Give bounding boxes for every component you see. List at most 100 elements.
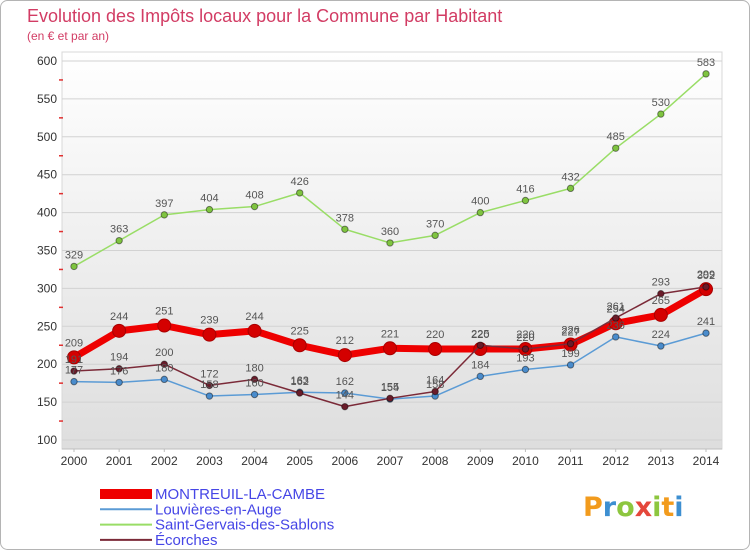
data-label-montreuil-la-cambe: 244 <box>110 311 128 323</box>
data-label-louvieres-en-auge: 163 <box>291 375 309 387</box>
data-label-louvieres-en-auge: 241 <box>697 316 715 328</box>
point-ecorches-2001 <box>115 365 123 373</box>
point-montreuil-la-cambe-2004 <box>247 323 262 338</box>
point-ecorches-2011 <box>566 340 575 348</box>
legend-label: Louvières-en-Auge <box>155 501 282 518</box>
data-label-louvieres-en-auge: 177 <box>65 365 83 377</box>
data-label-montreuil-la-cambe: 212 <box>336 335 354 347</box>
x-tick-label: 2010 <box>512 454 539 468</box>
x-tick-label: 2014 <box>693 454 720 468</box>
point-ecorches-2006 <box>341 402 349 411</box>
data-label-louvieres-en-auge: 224 <box>652 329 670 341</box>
point-ecorches-2004 <box>250 375 259 384</box>
y-tick-label: 500 <box>37 130 57 144</box>
y-tick-label: 350 <box>37 244 57 258</box>
data-label-ecorches: 293 <box>652 277 670 289</box>
y-tick-label: 550 <box>37 92 57 106</box>
data-label-louvieres-en-auge: 158 <box>200 379 218 391</box>
x-tick-label: 2004 <box>241 454 268 468</box>
legend-entry-saint-gervais-des-sablons: Saint-Gervais-des-Sablons <box>100 517 334 534</box>
point-saint-gervais-des-sablons-2002 <box>160 211 168 219</box>
data-label-saint-gervais-des-sablons: 370 <box>426 218 444 230</box>
x-tick-label: 2012 <box>602 454 629 468</box>
point-montreuil-la-cambe-2002 <box>157 318 172 333</box>
data-label-ecorches: 194 <box>110 352 128 364</box>
point-louvieres-en-auge-2012 <box>612 333 620 341</box>
proxiti-logo: Proxiti <box>583 492 684 523</box>
data-label-saint-gervais-des-sablons: 397 <box>155 198 173 210</box>
data-label-ecorches: 172 <box>200 368 218 380</box>
legend-entry-ecorches: Écorches <box>100 532 218 549</box>
x-tick-label: 2001 <box>106 454 133 468</box>
data-label-saint-gervais-des-sablons: 426 <box>291 176 309 188</box>
legend-label: Saint-Gervais-des-Sablons <box>155 517 334 534</box>
logo-letter: x <box>635 492 652 523</box>
data-label-saint-gervais-des-sablons: 360 <box>381 226 399 238</box>
point-louvieres-en-auge-2003 <box>205 392 214 400</box>
data-label-ecorches: 191 <box>65 354 83 366</box>
data-label-ecorches: 144 <box>336 390 354 402</box>
point-louvieres-en-auge-2006 <box>341 389 349 397</box>
y-tick-label: 400 <box>37 206 57 220</box>
data-label-saint-gervais-des-sablons: 363 <box>110 224 128 236</box>
data-label-montreuil-la-cambe: 220 <box>426 329 444 341</box>
point-ecorches-2013 <box>657 290 665 298</box>
data-label-louvieres-en-auge: 162 <box>336 376 354 388</box>
y-tick-label: 450 <box>37 168 57 182</box>
point-montreuil-la-cambe-2000 <box>67 350 81 365</box>
data-label-louvieres-en-auge: 193 <box>516 353 534 365</box>
point-louvieres-en-auge-2014 <box>702 329 710 337</box>
data-label-ecorches: 180 <box>245 362 263 374</box>
point-louvieres-en-auge-2001 <box>115 378 123 387</box>
point-louvieres-en-auge-2013 <box>657 342 665 350</box>
point-saint-gervais-des-sablons-2001 <box>115 236 123 245</box>
point-montreuil-la-cambe-2005 <box>292 338 307 353</box>
data-label-saint-gervais-des-sablons: 404 <box>200 193 218 205</box>
y-tick-label: 600 <box>37 54 57 68</box>
series-ecorches <box>70 283 710 411</box>
point-ecorches-2005 <box>296 389 304 397</box>
data-label-saint-gervais-des-sablons: 583 <box>697 57 715 69</box>
logo-letter: t <box>661 492 674 523</box>
data-label-louvieres-en-auge: 184 <box>471 359 489 371</box>
logo-letter: P <box>583 492 603 523</box>
data-label-montreuil-la-cambe: 244 <box>245 311 263 323</box>
point-louvieres-en-auge-2009 <box>476 372 484 381</box>
data-label-saint-gervais-des-sablons: 400 <box>471 196 489 208</box>
point-saint-gervais-des-sablons-2000 <box>70 262 78 271</box>
point-saint-gervais-des-sablons-2004 <box>250 202 259 211</box>
data-label-ecorches: 155 <box>381 381 399 393</box>
point-montreuil-la-cambe-2007 <box>383 341 397 356</box>
data-label-louvieres-en-auge: 154 <box>381 382 399 394</box>
point-montreuil-la-cambe-2006 <box>337 348 352 363</box>
axis-layer: 100 150 200 250 300 350 400 450 500 550 600 2000 200… <box>37 54 722 468</box>
y-tick-label: 300 <box>37 281 57 295</box>
data-label-montreuil-la-cambe: 220 <box>471 329 489 341</box>
x-tick-label: 2002 <box>151 454 178 468</box>
legend-entry-montreuil-la-cambe: MONTREUIL-LA-CAMBE <box>100 486 325 503</box>
y-tick-label: 150 <box>37 395 57 409</box>
point-ecorches-2008 <box>431 387 439 396</box>
point-saint-gervais-des-sablons-2011 <box>566 184 575 193</box>
y-tick-label: 250 <box>37 319 57 333</box>
x-tick-label: 2006 <box>332 454 359 468</box>
data-label-montreuil-la-cambe: 299 <box>697 269 715 281</box>
data-label-saint-gervais-des-sablons: 485 <box>607 131 625 143</box>
series-layer <box>67 70 713 411</box>
point-ecorches-2009 <box>476 341 484 349</box>
data-label-saint-gervais-des-sablons: 530 <box>652 97 670 109</box>
data-label-montreuil-la-cambe: 226 <box>561 324 579 336</box>
point-louvieres-en-auge-2004 <box>250 390 259 399</box>
legend-entry-louvieres-en-auge: Louvières-en-Auge <box>100 501 282 518</box>
point-saint-gervais-des-sablons-2014 <box>702 70 710 78</box>
point-ecorches-2012 <box>612 314 620 322</box>
x-tick-label: 2000 <box>61 454 88 468</box>
series-louvieres-en-auge <box>70 329 710 403</box>
point-louvieres-en-auge-2010 <box>521 365 530 374</box>
point-ecorches-2002 <box>160 360 168 368</box>
point-saint-gervais-des-sablons-2010 <box>521 196 530 205</box>
x-tick-label: 2007 <box>377 454 404 468</box>
data-label-montreuil-la-cambe: 220 <box>516 329 534 341</box>
series-saint-gervais-des-sablons <box>70 70 710 271</box>
